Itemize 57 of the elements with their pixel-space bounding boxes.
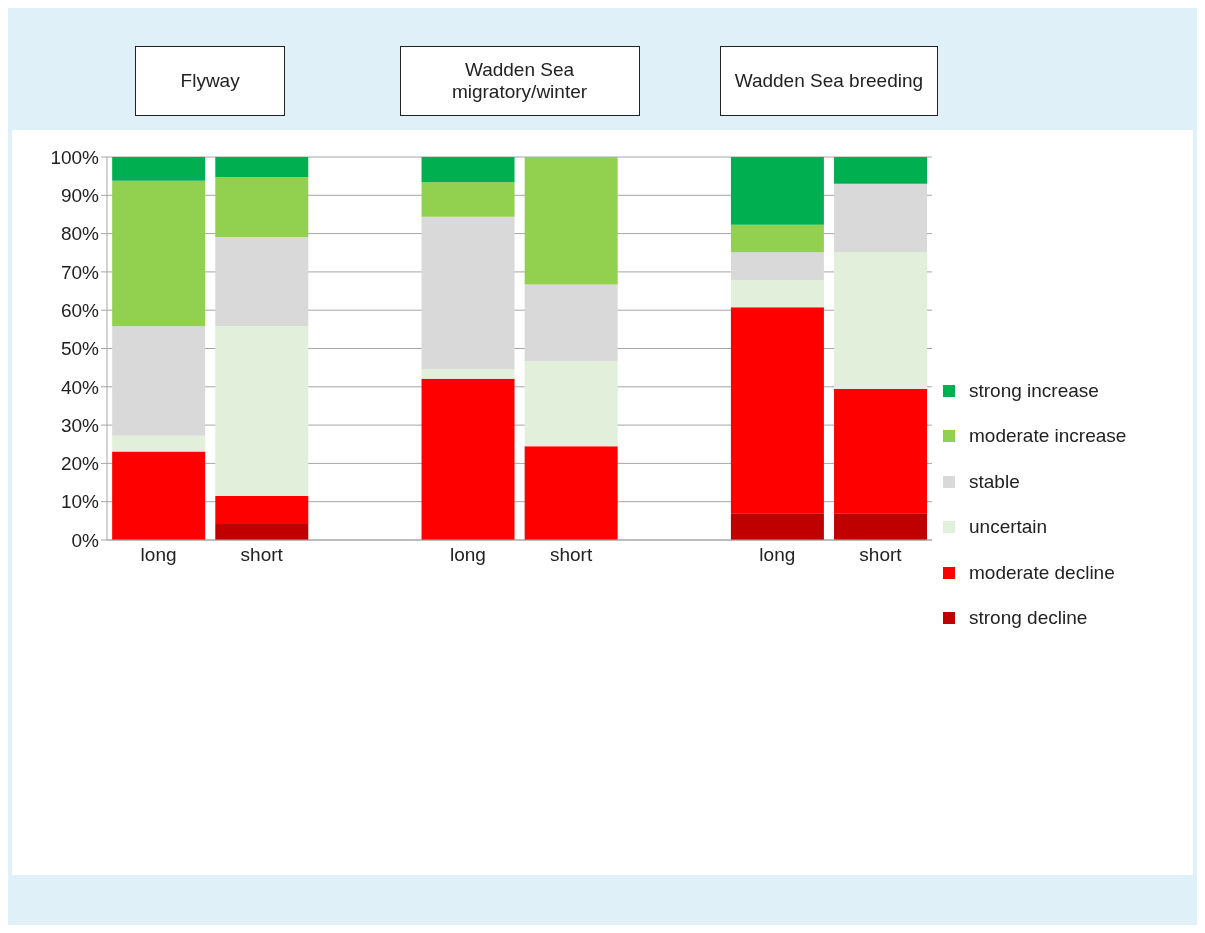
bar — [524, 157, 618, 285]
bar — [834, 513, 928, 540]
bar — [112, 435, 206, 452]
bar — [834, 389, 928, 514]
x-tick-label: long — [759, 544, 796, 566]
bar — [730, 307, 824, 514]
bar — [730, 224, 824, 253]
legend-label: moderate increase — [969, 425, 1127, 448]
y-tick-label: 100% — [50, 146, 100, 168]
bar — [730, 279, 824, 308]
x-tick-label: short — [240, 544, 284, 566]
bar — [421, 157, 515, 183]
bar — [112, 157, 206, 181]
bar — [215, 237, 309, 327]
y-tick-label: 80% — [60, 223, 100, 245]
bar — [730, 252, 824, 280]
y-tick-label: 40% — [60, 376, 100, 398]
y-tick-label: 50% — [60, 338, 100, 360]
text: Wadden Sea migratory/winter — [399, 46, 640, 116]
bar — [730, 513, 824, 540]
y-tick-label: 60% — [60, 299, 100, 321]
legend-label: strong decline — [969, 607, 1088, 630]
x-tick-label: long — [140, 544, 177, 566]
x-tick-label: short — [859, 544, 903, 566]
text: Flyway — [135, 46, 286, 116]
y-tick-label: 20% — [60, 453, 100, 475]
bar — [421, 378, 515, 540]
bar — [215, 495, 309, 524]
legend-label: strong increase — [969, 379, 1099, 402]
bar — [215, 157, 309, 177]
legend-label: stable — [969, 470, 1020, 493]
bar — [215, 326, 309, 496]
legend-label: moderate decline — [969, 561, 1115, 584]
bar — [215, 523, 309, 540]
legend-label: uncertain — [969, 516, 1048, 539]
bar — [421, 369, 515, 379]
y-tick-label: 0% — [71, 529, 100, 551]
y-tick-label: 30% — [60, 414, 100, 436]
bar — [112, 180, 206, 327]
y-tick-label: 70% — [60, 261, 100, 283]
y-tick-label: 90% — [60, 185, 100, 207]
x-tick-label: short — [549, 544, 593, 566]
bar — [730, 157, 824, 225]
bar — [834, 252, 928, 390]
bar — [421, 216, 515, 370]
bar — [524, 446, 618, 540]
bar — [112, 326, 206, 436]
bar — [524, 361, 618, 447]
bar — [421, 182, 515, 217]
bar — [215, 176, 309, 238]
bar — [834, 183, 928, 253]
x-tick-label: long — [449, 544, 486, 566]
bar — [524, 284, 618, 362]
text: Wadden Sea breeding — [719, 46, 939, 116]
bar — [834, 157, 928, 184]
y-tick-label: 10% — [60, 491, 100, 513]
bar — [112, 451, 206, 540]
